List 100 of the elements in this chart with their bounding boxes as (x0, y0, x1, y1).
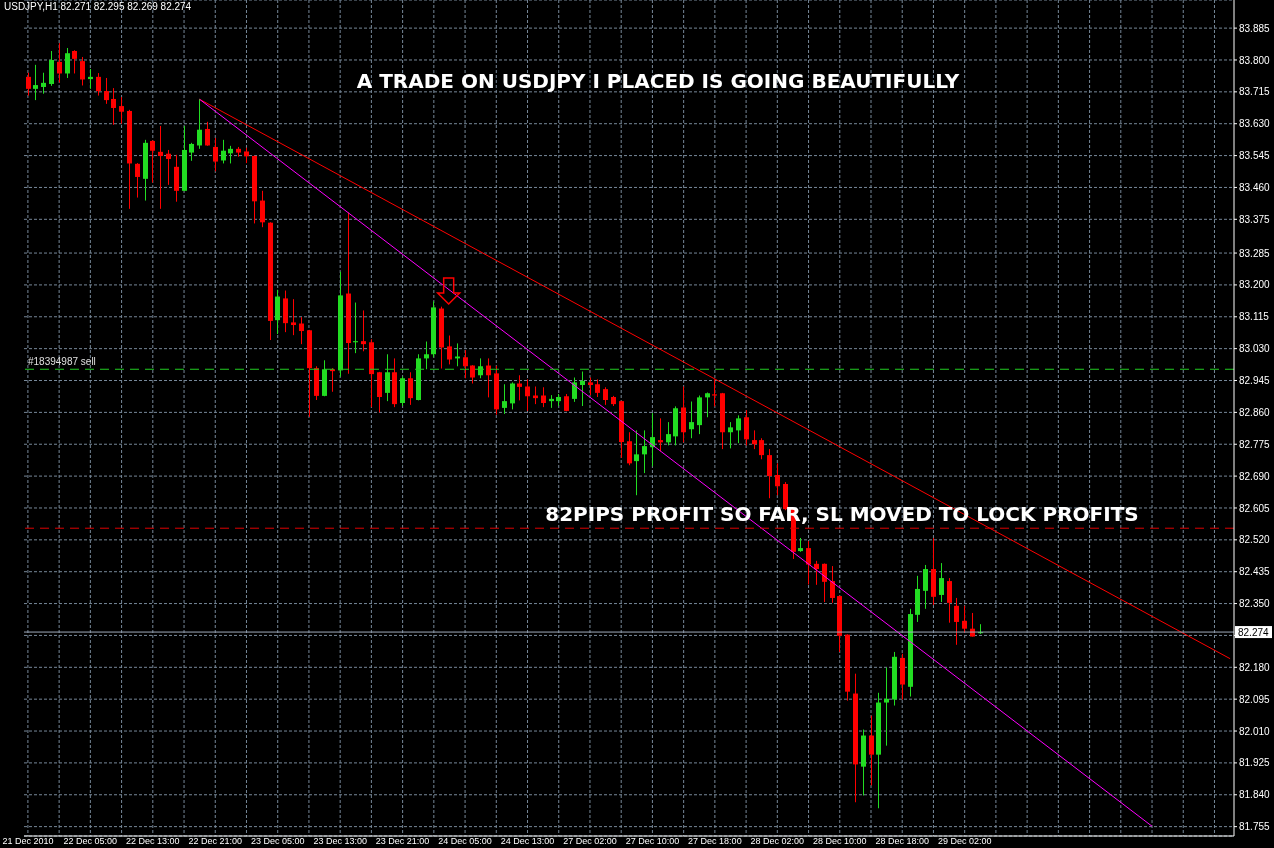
candlestick (213, 137, 218, 172)
candlestick (470, 364, 475, 385)
candlestick (869, 715, 874, 786)
candlestick (221, 139, 226, 164)
y-tick-label: 83.885 (1239, 22, 1271, 34)
candlestick (759, 437, 764, 460)
candlestick (962, 605, 967, 634)
y-tick-label: 83.630 (1239, 118, 1271, 130)
candlestick (689, 401, 694, 439)
candlestick (80, 56, 85, 86)
candlestick (260, 190, 265, 228)
candlestick (150, 139, 155, 184)
x-tick-label: 27 Dec 02:00 (563, 836, 617, 847)
candlestick (57, 42, 62, 83)
candlestick (275, 289, 280, 335)
candlestick (41, 72, 46, 95)
x-tick-label: 29 Dec 02:00 (937, 836, 992, 847)
candlestick (830, 565, 835, 604)
x-tick-label: 22 Dec 21:00 (188, 836, 243, 847)
candlestick (135, 162, 140, 199)
candlestick (424, 341, 429, 370)
candlestick (158, 125, 163, 210)
y-tick-label: 82.605 (1239, 502, 1271, 514)
y-tick-label: 82.010 (1239, 725, 1271, 737)
candlestick (408, 371, 413, 406)
y-tick-label: 83.375 (1239, 213, 1271, 225)
candlestick (96, 72, 101, 97)
candlestick (775, 462, 780, 496)
candlestick (728, 421, 733, 449)
y-tick-label: 82.775 (1239, 438, 1271, 450)
candlestick (814, 560, 819, 586)
candlestick (291, 298, 296, 336)
candlestick (923, 564, 928, 610)
y-tick-label: 83.115 (1239, 311, 1270, 323)
candlestick (806, 540, 811, 585)
candlestick (525, 378, 530, 412)
y-tick-label: 83.715 (1239, 86, 1271, 98)
candlestick (642, 429, 647, 474)
candlestick (510, 381, 515, 410)
candlestick (299, 316, 304, 345)
y-tick-label: 82.945 (1239, 375, 1271, 387)
candlestick (939, 562, 944, 603)
candlestick (65, 47, 70, 79)
candlestick (33, 64, 38, 101)
x-tick-label: 23 Dec 05:00 (250, 836, 305, 847)
candlestick (954, 597, 959, 646)
candlestick (712, 378, 717, 407)
y-tick-label: 82.860 (1239, 406, 1271, 418)
candlestick (463, 349, 468, 379)
candlestick (634, 429, 639, 496)
x-tick-label: 21 Dec 2010 (2, 836, 54, 847)
candlestick (49, 50, 54, 87)
y-tick-label: 83.285 (1239, 247, 1271, 259)
candlestick (744, 409, 749, 446)
candlestick (174, 154, 179, 203)
candlestick (486, 357, 491, 398)
x-tick-label: 22 Dec 13:00 (126, 836, 180, 847)
candlestick (111, 87, 116, 126)
y-tick-label: 83.800 (1239, 54, 1271, 66)
candlestick (884, 667, 889, 747)
y-tick-label: 83.030 (1239, 343, 1271, 355)
candlestick (627, 431, 632, 466)
y-tick-label: 82.690 (1239, 470, 1271, 482)
candlestick (72, 49, 77, 74)
candlestick (205, 121, 210, 147)
annotation: A TRADE ON USDJPY I PLACED IS GOING BEAUTIFULLY (356, 69, 960, 93)
candlestick (361, 309, 366, 352)
x-tick-label: 24 Dec 13:00 (500, 836, 555, 847)
candlestick (502, 383, 507, 415)
candlestick (541, 386, 546, 408)
y-tick-label: 82.180 (1239, 661, 1271, 673)
candlestick (822, 562, 827, 603)
x-tick-label: 28 Dec 18:00 (875, 836, 929, 847)
candlestick (572, 377, 577, 403)
x-tick-label: 22 Dec 05:00 (63, 836, 118, 847)
candlestick (166, 149, 171, 186)
candlestick (705, 392, 710, 418)
x-tick-label: 28 Dec 02:00 (750, 836, 805, 847)
x-tick-label: 28 Dec 10:00 (813, 836, 867, 847)
y-tick-label: 82.435 (1239, 566, 1271, 578)
x-tick-label: 23 Dec 21:00 (375, 836, 430, 847)
y-tick-label: 82.350 (1239, 598, 1271, 610)
candlestick (752, 429, 757, 450)
y-tick-label: 83.545 (1239, 150, 1271, 162)
x-tick-label: 23 Dec 13:00 (313, 836, 367, 847)
y-tick-label: 83.200 (1239, 279, 1271, 291)
x-tick-label: 27 Dec 18:00 (688, 836, 742, 847)
y-tick-label: 81.755 (1239, 821, 1271, 833)
candlestick (119, 96, 124, 125)
candlestick (666, 421, 671, 446)
x-tick-label: 24 Dec 05:00 (438, 836, 492, 847)
candlestick (26, 72, 31, 97)
candlestick (104, 77, 109, 105)
y-tick-label: 83.460 (1239, 181, 1271, 193)
candlestick (658, 417, 663, 452)
candlestick (88, 68, 93, 90)
candlestick (736, 414, 741, 444)
y-tick-label: 81.925 (1239, 757, 1271, 769)
candlestick (385, 353, 390, 402)
candlestick (197, 98, 202, 150)
